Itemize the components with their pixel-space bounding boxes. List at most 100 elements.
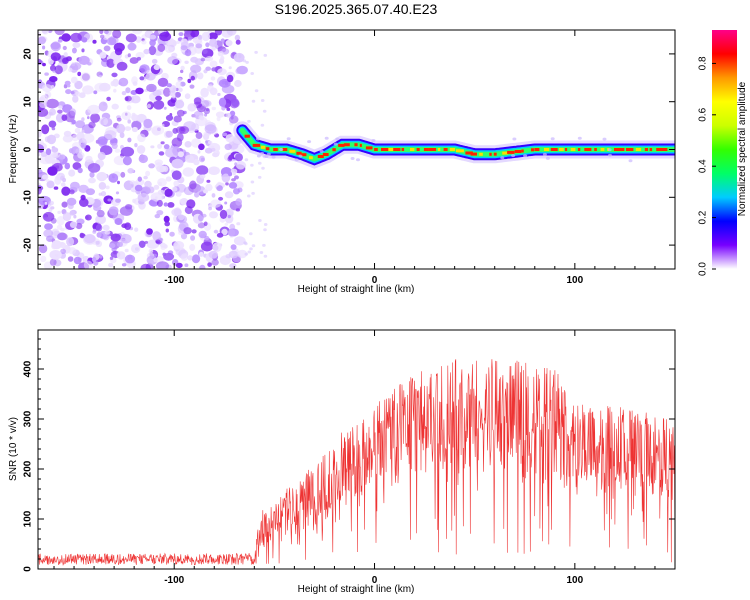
noise-blob [140, 263, 151, 269]
noise-blob [180, 253, 189, 261]
noise-blob [191, 229, 197, 234]
noise-blob [125, 87, 131, 94]
noise-blob [234, 175, 239, 180]
noise-blob [49, 76, 58, 83]
ridge-peak [343, 143, 350, 147]
noise-blob [173, 241, 185, 250]
ridge-speckle [607, 148, 612, 152]
noise-blob [109, 243, 116, 249]
noise-blob [127, 119, 131, 124]
noise-blob [231, 178, 236, 182]
noise-blob [125, 95, 132, 102]
ridge-peak [514, 150, 522, 153]
noise-blob [163, 202, 168, 207]
noise-blob [94, 82, 107, 92]
noise-blob [204, 124, 217, 134]
noise-blob [221, 228, 228, 236]
ridge-peak [381, 148, 389, 151]
x-tick-label: -100 [164, 275, 184, 286]
noise-blob [139, 76, 145, 81]
noise-blob [41, 84, 53, 93]
noise-blob [227, 214, 231, 219]
noise-blob [70, 91, 75, 95]
ridge-peak [521, 149, 524, 153]
noise-blob [193, 158, 200, 166]
noise-blob [262, 243, 266, 247]
noise-blob [235, 39, 241, 45]
noise-blob [190, 30, 200, 38]
ridge-peak [660, 148, 668, 151]
noise-blob [106, 96, 111, 101]
noise-blob [79, 92, 86, 99]
ridge-speckle [294, 158, 299, 162]
noise-blob [148, 248, 154, 254]
noise-blob [143, 48, 150, 55]
noise-blob [228, 182, 238, 189]
noise-blob [56, 216, 65, 226]
noise-blob [184, 30, 192, 35]
noise-blob [191, 254, 201, 264]
noise-blob [165, 46, 174, 53]
noise-blob [148, 45, 157, 56]
noise-blob [249, 247, 253, 251]
spectrogram-y-ticks: -20 -10 0 10 20 [23, 34, 675, 265]
noise-blob [100, 34, 105, 39]
noise-blob [184, 49, 192, 57]
noise-blob [77, 71, 82, 77]
noise-blob [95, 224, 103, 232]
noise-blob [216, 232, 224, 238]
noise-blob [46, 180, 55, 189]
noise-blob [230, 98, 240, 107]
ridge-peak [565, 148, 568, 151]
noise-blob [66, 84, 71, 88]
noise-blob [132, 81, 138, 86]
noise-blob [60, 248, 66, 254]
noise-blob [68, 169, 76, 177]
noise-blob [184, 263, 189, 268]
noise-blob [234, 34, 241, 41]
noise-blob [112, 30, 122, 39]
noise-blob [68, 110, 76, 119]
noise-blob [127, 137, 132, 143]
noise-blob [141, 186, 151, 195]
noise-blob [116, 241, 123, 247]
noise-blob [46, 235, 54, 242]
noise-blob [151, 58, 158, 64]
noise-blob [156, 199, 163, 207]
noise-blob [161, 123, 165, 127]
noise-blob [98, 101, 108, 112]
ridge-peak [423, 148, 429, 151]
noise-blob [138, 154, 148, 164]
y-tick-label: 100 [23, 510, 34, 527]
noise-blob [176, 109, 185, 117]
noise-blob [232, 254, 242, 263]
noise-blob [144, 180, 152, 188]
noise-blob [152, 89, 162, 97]
noise-blob [262, 109, 267, 113]
colorbar-ticks: 0.0 0.2 0.4 0.6 0.8 [698, 56, 716, 276]
noise-blob [38, 36, 46, 45]
spectral-ridge [233, 121, 675, 169]
ridge-speckle [255, 137, 260, 141]
noise-blob [225, 39, 233, 47]
noise-blob [177, 77, 182, 82]
noise-blob [202, 49, 208, 54]
ridge-speckle [371, 139, 376, 142]
noise-blob [173, 115, 182, 123]
noise-blob [263, 223, 268, 226]
noise-blob [195, 43, 203, 49]
noise-blob [72, 42, 81, 48]
noise-blob [235, 160, 246, 170]
noise-blob [38, 32, 41, 37]
noise-blob [41, 124, 50, 135]
noise-blob [72, 134, 79, 142]
noise-blob [99, 51, 107, 59]
noise-blob [195, 131, 203, 140]
ridge-peak [359, 143, 362, 147]
noise-blob [180, 198, 189, 205]
noise-blob [119, 132, 125, 139]
noise-blob [210, 76, 216, 81]
ridge-peak [449, 148, 455, 151]
noise-blob [57, 232, 68, 241]
ridge-peak [289, 149, 296, 153]
